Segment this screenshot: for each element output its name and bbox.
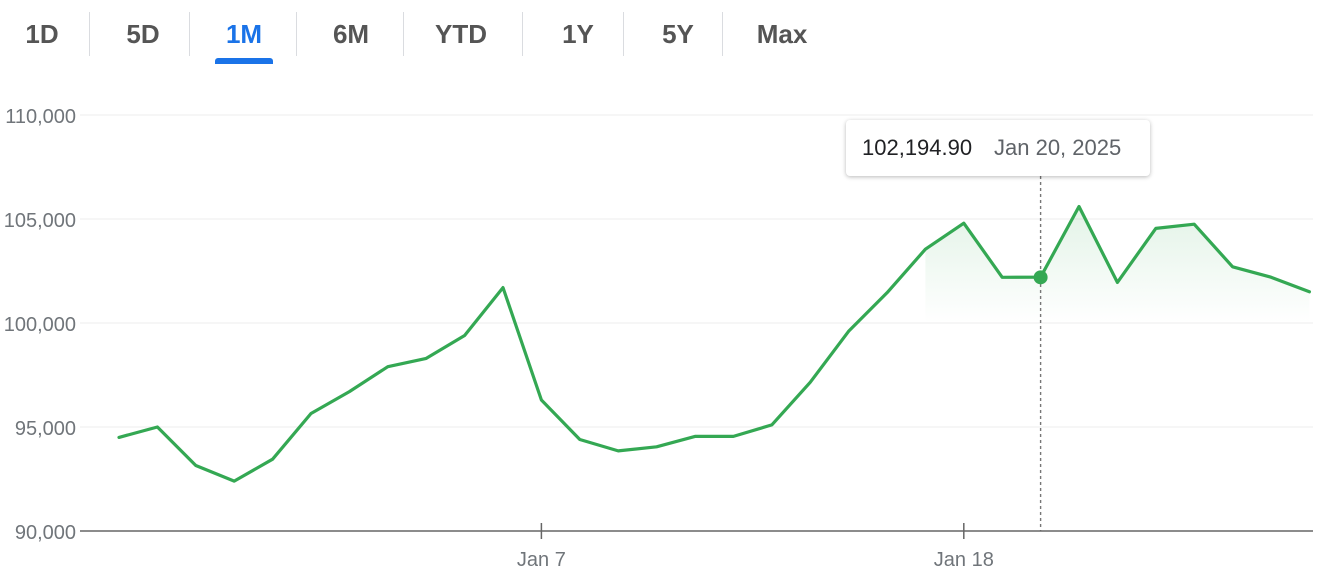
range-separator [722, 12, 723, 56]
x-tick-label: Jan 7 [517, 549, 566, 571]
y-tick-label: 90,000 [15, 522, 76, 544]
x-tick-label: Jan 18 [934, 549, 994, 571]
y-tick-label: 95,000 [15, 418, 76, 440]
y-tick-label: 110,000 [5, 106, 76, 128]
range-tab-5y[interactable]: 5Y [662, 19, 694, 49]
tooltip-date: Jan 20, 2025 [994, 135, 1122, 160]
tooltip-value: 102,194.90 [862, 135, 973, 160]
series-area [925, 206, 1310, 323]
x-axis-ticks: Jan 7 Jan 18 [517, 523, 994, 571]
range-selector: 1D 5D 1M 6M YTD 1Y 5Y Max [0, 0, 1324, 70]
y-axis-labels: 110,000 105,000 100,000 95,000 90,000 [4, 106, 76, 544]
range-tab-6m[interactable]: 6M [332, 19, 370, 49]
range-tab-max[interactable]: Max [756, 19, 808, 49]
hover-tooltip: 102,194.90 Jan 20, 2025 [846, 120, 1150, 176]
range-tab-1y[interactable]: 1Y [562, 19, 594, 49]
range-tab-ytd[interactable]: YTD [435, 19, 487, 49]
series-line [117, 204, 1311, 483]
y-tick-label: 105,000 [4, 210, 76, 232]
y-tick-label: 100,000 [4, 314, 76, 336]
range-separator [522, 12, 523, 56]
range-active-indicator [215, 58, 273, 64]
range-separator [189, 12, 190, 56]
range-separator [89, 12, 90, 56]
range-tab-1d[interactable]: 1D [25, 19, 59, 49]
range-separator [403, 12, 404, 56]
range-separator [623, 12, 624, 56]
hover-point[interactable] [1033, 270, 1048, 285]
range-tab-5d[interactable]: 5D [126, 19, 160, 49]
range-tab-1m[interactable]: 1M [225, 19, 263, 49]
range-separator [296, 12, 297, 56]
